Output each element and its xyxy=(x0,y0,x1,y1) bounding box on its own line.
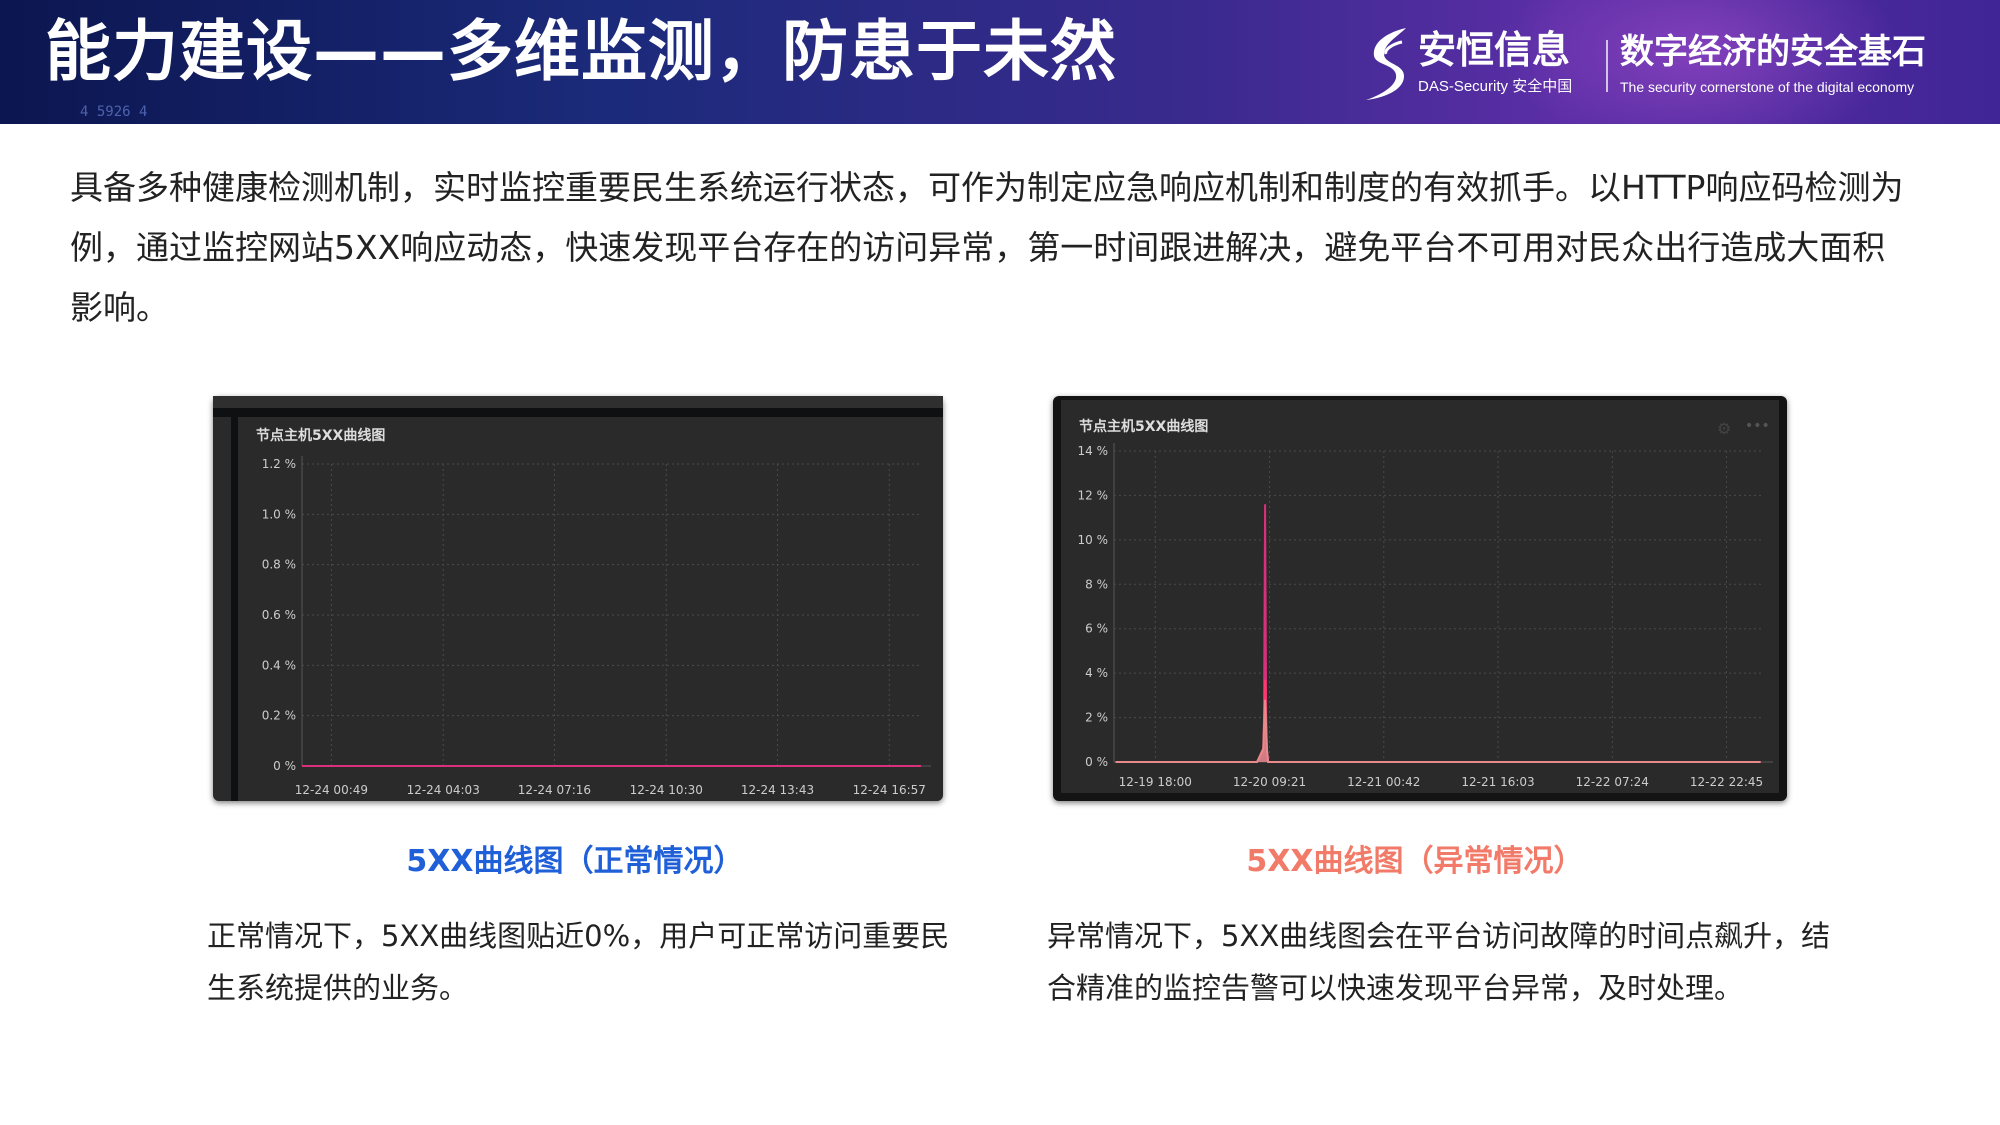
desc-normal: 正常情况下，5XX曲线图贴近0%，用户可正常访问重要民生系统提供的业务。 xyxy=(207,919,950,1005)
x-tick-label: 12-24 07:16 xyxy=(518,783,591,797)
intro-paragraph: 具备多种健康检测机制，实时监控重要民生系统运行状态，可作为制定应急响应机制和制度… xyxy=(70,168,1904,327)
chart-normal-svg: 节点主机5XX曲线图 0 % 0.2 % 0.4 % 0.6 % 0.8 % 1.0 % 1.… xyxy=(213,396,943,801)
chart-top-bar xyxy=(213,396,943,408)
x-tick-label: 12-22 22:45 xyxy=(1690,775,1763,789)
header-glow xyxy=(1500,0,1900,124)
chart-normal: 节点主机5XX曲线图 0 % 0.2 % 0.4 % 0.6 % 0.8 % 1.0 % 1.… xyxy=(213,396,943,801)
caption-normal: 5XX曲线图（正常情况） xyxy=(406,844,744,879)
x-tick-label: 12-24 00:49 xyxy=(295,783,368,797)
y-tick-label: 1.2 % xyxy=(262,457,296,471)
brand-name: 安恒信息 xyxy=(1418,28,1571,72)
more-icon: ••• xyxy=(1745,418,1770,434)
x-tick-label: 12-24 13:43 xyxy=(741,783,814,797)
series-area xyxy=(1115,699,1761,762)
x-tick-label: 12-24 16:57 xyxy=(853,783,926,797)
y-tick-label: 0 % xyxy=(273,759,296,773)
chart-top-divider xyxy=(213,408,943,417)
series-line xyxy=(1115,699,1761,763)
y-tick-label: 0.2 % xyxy=(262,709,296,723)
x-tick-label: 12-24 10:30 xyxy=(630,783,703,797)
background-codes: 4 5926 4 xyxy=(80,104,148,120)
slide-header: 4 5926 4 能力建设——多维监测，防患于未然 安恒信息 DAS-Secur… xyxy=(0,0,2000,124)
y-tick-label: 1.0 % xyxy=(262,507,296,521)
y-tick-label: 8 % xyxy=(1085,577,1108,591)
x-tick-label: 12-21 00:42 xyxy=(1347,775,1420,789)
brand-name-en: DAS-Security 安全中国 xyxy=(1418,78,1573,95)
das-security-logo-icon xyxy=(1366,28,1406,100)
series-line xyxy=(1115,504,1761,763)
y-tick-label: 14 % xyxy=(1078,444,1109,458)
slogan-en: The security cornerstone of the digital … xyxy=(1620,79,1915,95)
desc-abnormal: 异常情况下，5XX曲线图会在平台访问故障的时间点飙升，结合精准的监控告警可以快速… xyxy=(1047,919,1831,1005)
x-tick-label: 12-22 07:24 xyxy=(1576,775,1649,789)
series-area xyxy=(1115,679,1761,762)
chart-abnormal: ⚙ ••• 节点主机5XX曲线图 0 % 2 % 4 % 6 % 8 % 10 % 12 % 14 … xyxy=(1053,396,1787,801)
series-line xyxy=(1115,679,1761,763)
x-tick-label: 12-19 18:00 xyxy=(1119,775,1192,789)
y-tick-label: 10 % xyxy=(1078,533,1109,547)
y-tick-label: 4 % xyxy=(1085,666,1108,680)
y-tick-label: 12 % xyxy=(1078,488,1109,502)
chart-left-divider xyxy=(231,417,238,801)
y-tick-label: 6 % xyxy=(1085,622,1108,636)
series-area xyxy=(1115,504,1761,762)
slogan: 数字经济的安全基石 xyxy=(1620,32,1926,72)
y-tick-label: 0 % xyxy=(1085,755,1108,769)
y-tick-label: 2 % xyxy=(1085,711,1108,725)
x-tick-label: 12-21 16:03 xyxy=(1461,775,1534,789)
x-tick-label: 12-20 09:21 xyxy=(1233,775,1306,789)
chart-abnormal-svg: ⚙ ••• 节点主机5XX曲线图 0 % 2 % 4 % 6 % 8 % 10 % 12 % 14 … xyxy=(1078,418,1773,789)
header-divider xyxy=(1606,40,1608,92)
slide-title: 能力建设——多维监测，防患于未然 xyxy=(45,13,1117,90)
gear-icon: ⚙ xyxy=(1717,419,1731,438)
caption-abnormal: 5XX曲线图（异常情况） xyxy=(1246,844,1584,879)
y-tick-label: 0.8 % xyxy=(262,558,296,572)
y-tick-label: 0.4 % xyxy=(262,658,296,672)
chart-title: 节点主机5XX曲线图 xyxy=(256,427,385,444)
chart-title: 节点主机5XX曲线图 xyxy=(1079,418,1208,435)
y-tick-label: 0.6 % xyxy=(262,608,296,622)
x-tick-label: 12-24 04:03 xyxy=(407,783,480,797)
